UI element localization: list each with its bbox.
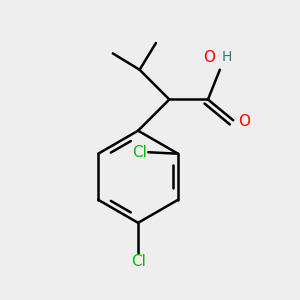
Text: H: H [221, 50, 232, 64]
Text: Cl: Cl [131, 254, 146, 269]
Text: O: O [238, 114, 250, 129]
Text: O: O [203, 50, 215, 65]
Text: Cl: Cl [132, 145, 147, 160]
